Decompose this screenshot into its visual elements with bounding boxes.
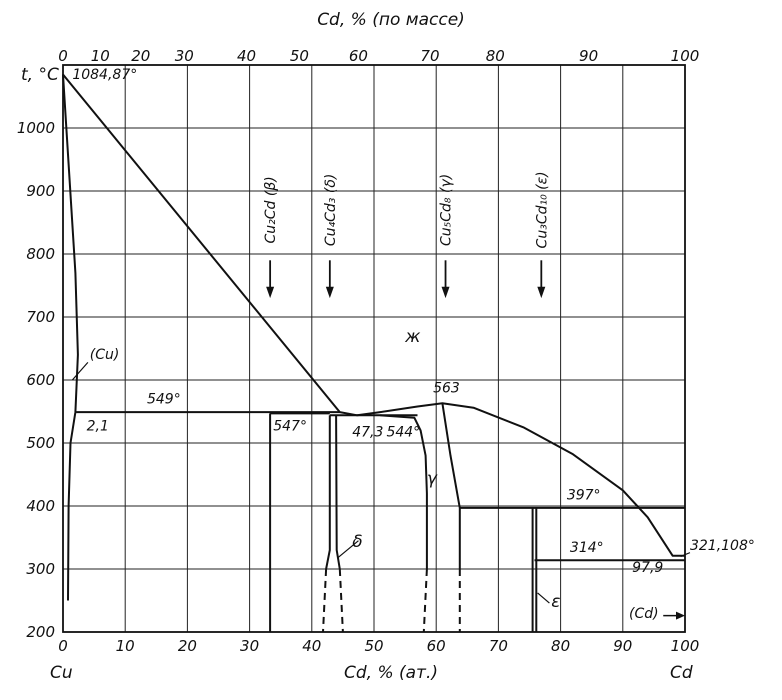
x-tick-label: 80 xyxy=(551,637,570,655)
y-tick-label: 400 xyxy=(26,497,55,515)
y-tick-label: 900 xyxy=(26,182,55,200)
y-tick-label: 800 xyxy=(26,245,55,263)
x-tick-label: 10 xyxy=(116,637,135,655)
x-tick-label: 30 xyxy=(240,637,259,655)
x-tick-label: 40 xyxy=(302,637,321,655)
cd-phase-arrow-head xyxy=(676,611,685,620)
top-tick-label: 100 xyxy=(671,47,700,65)
annotation-label: (Cu) xyxy=(90,347,120,363)
phase-label: Cu₂Cd (β) xyxy=(263,176,279,243)
leader-delta xyxy=(337,540,359,559)
annotation-label: 397° xyxy=(567,488,601,504)
x-tick-label: 0 xyxy=(58,637,68,655)
x-tick-label: 70 xyxy=(489,637,508,655)
annotation-label: δ xyxy=(352,532,362,552)
annotation-label: γ xyxy=(427,469,438,489)
annotation-label: (Cd) xyxy=(629,606,659,622)
annotation-label: ж xyxy=(404,327,421,347)
top-tick-label: 50 xyxy=(290,47,309,65)
phase-arrow-head xyxy=(325,286,334,299)
annotation-label: 547° xyxy=(273,418,307,434)
annotation-label: 97,9 xyxy=(632,560,663,576)
y-tick-label: 500 xyxy=(26,434,55,452)
top-tick-label: 30 xyxy=(175,47,194,65)
phase-boundary-gamma-left xyxy=(380,414,428,569)
top-tick-label: 0 xyxy=(58,47,68,65)
annotation-label: 1084,87° xyxy=(72,67,137,83)
phase-boundary-gamma-left-dashed xyxy=(422,568,428,633)
annotation-label: 314° xyxy=(570,540,604,556)
y-tick-label: 1000 xyxy=(17,119,55,137)
annotation-label: ε xyxy=(551,592,560,612)
y-tick-label: 300 xyxy=(26,560,55,578)
leader-cd-melting xyxy=(680,552,691,557)
x-axis-left-component: Cu xyxy=(50,663,73,683)
annotation-label: 47,3 xyxy=(352,425,383,441)
phase-boundary-delta-right-dashed xyxy=(338,568,344,633)
phase-boundary-gamma-right xyxy=(441,403,461,569)
y-tick-label: 200 xyxy=(26,623,55,641)
annotation-label: 563 xyxy=(433,381,460,397)
x-tick-label: 20 xyxy=(178,637,197,655)
y-axis-title: t, °C xyxy=(21,65,59,85)
annotation-label: 549° xyxy=(147,391,181,407)
phase-boundary-delta-left xyxy=(325,415,331,570)
x-axis-title: Cd, % (ат.) xyxy=(344,663,438,683)
phase-label: Cu₄Cd₃ (δ) xyxy=(323,174,339,246)
top-tick-label: 60 xyxy=(349,47,368,65)
top-tick-label: 70 xyxy=(420,47,439,65)
phase-label: Cu₅Cd₈ (γ) xyxy=(439,174,455,246)
leader-cu-phase xyxy=(71,361,89,381)
annotation-label: 321,108° xyxy=(690,538,755,554)
top-tick-label: 40 xyxy=(237,47,256,65)
y-tick-label: 600 xyxy=(26,371,55,389)
phase-boundary-delta-left-dashed xyxy=(322,568,328,633)
x-tick-label: 60 xyxy=(427,637,446,655)
x-tick-label: 50 xyxy=(364,637,383,655)
annotation-label: 544° xyxy=(386,425,420,441)
top-tick-label: 10 xyxy=(91,47,110,65)
leader-epsilon xyxy=(537,592,550,604)
x-tick-label: 100 xyxy=(671,637,700,655)
x-axis-right-component: Cd xyxy=(670,663,693,683)
top-axis-title: Cd, % (по массе) xyxy=(317,10,465,30)
phase-label: Cu₃Cd₁₀ (ε) xyxy=(534,171,550,248)
phase-boundary-delta-right xyxy=(335,415,341,570)
phase-arrow-head xyxy=(537,286,546,299)
phase-arrow-head xyxy=(441,286,450,299)
top-tick-label: 20 xyxy=(131,47,150,65)
phase-arrow-head xyxy=(266,286,275,299)
plot-frame xyxy=(62,64,686,633)
top-tick-label: 90 xyxy=(579,47,598,65)
top-tick-label: 80 xyxy=(486,47,505,65)
phase-boundary-cu-solvus xyxy=(62,74,79,601)
y-tick-label: 700 xyxy=(26,308,55,326)
x-tick-label: 90 xyxy=(613,637,632,655)
annotation-label: 2,1 xyxy=(87,418,109,434)
